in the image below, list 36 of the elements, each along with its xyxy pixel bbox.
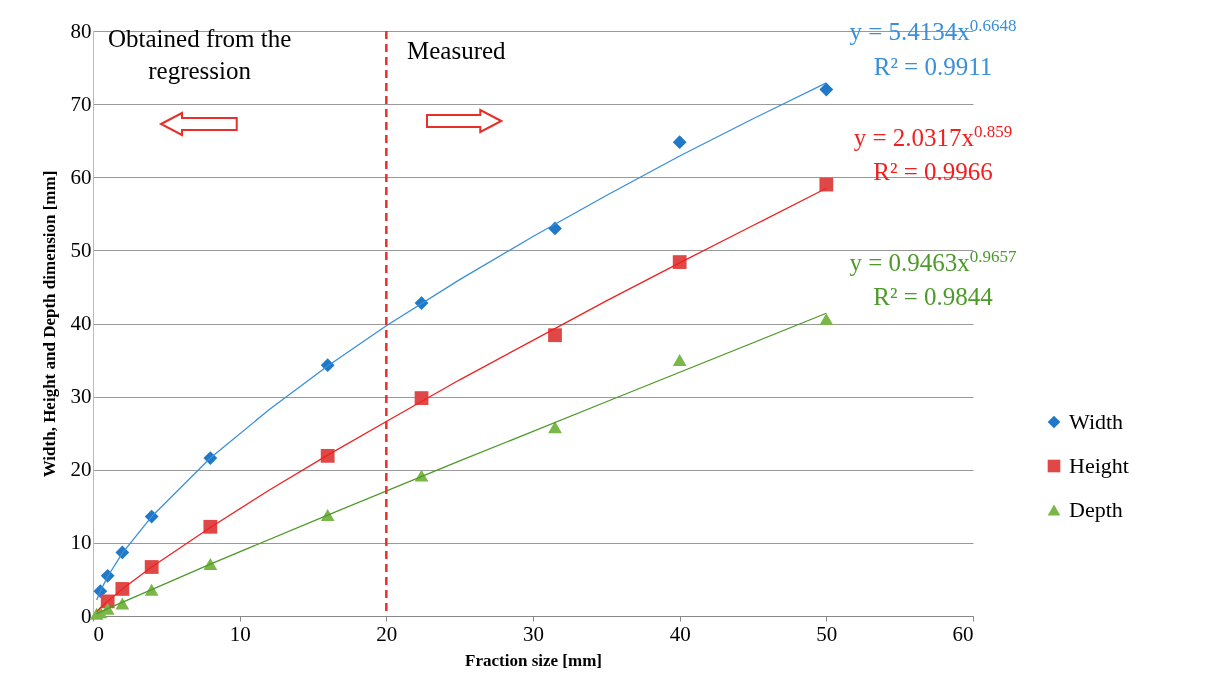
- point: [672, 354, 687, 367]
- x-axis-title: Fraction size [mm]: [465, 650, 602, 670]
- y-tick-label: 60: [70, 164, 92, 189]
- x-tick-label: 30: [523, 621, 544, 646]
- annotation: Measured: [407, 35, 506, 66]
- annotation: Obtained from the regression: [108, 24, 292, 84]
- annotation: R² = 0.9844: [873, 281, 993, 312]
- y-axis-title: Width, Height and Depth dimension [mm]: [39, 170, 59, 478]
- x-tick-label: 10: [229, 621, 251, 646]
- point: [672, 135, 687, 150]
- x-tick-label: 50: [816, 621, 838, 646]
- annotation: R² = 0.9911: [873, 51, 993, 82]
- point: [819, 82, 834, 97]
- y-tick-label: 0: [81, 603, 92, 628]
- point: [548, 328, 562, 343]
- x-tick-label: 60: [952, 621, 974, 646]
- x-tick-label: 20: [376, 621, 398, 646]
- y-tick-label: 80: [70, 18, 92, 43]
- y-tick-label: 40: [70, 311, 92, 335]
- point: [819, 313, 834, 326]
- y-tick-label: 30: [70, 384, 92, 409]
- point: [548, 421, 562, 434]
- x-tick-label: 40: [669, 621, 691, 646]
- point: [115, 597, 130, 610]
- legend-label: Height: [1069, 453, 1129, 478]
- point: [819, 177, 834, 192]
- y-tick-label: 20: [70, 457, 92, 482]
- legend-label: Depth: [1069, 497, 1123, 522]
- annotation: y = 0.9463x$^{0.9657}$: [849, 245, 1017, 278]
- y-tick-label: 50: [70, 237, 92, 262]
- legend-label: Width: [1069, 409, 1124, 434]
- annotation: R² = 0.9966: [873, 156, 993, 187]
- y-tick-label: 70: [70, 91, 92, 116]
- y-tick-label: 10: [70, 530, 92, 555]
- annotation: y = 5.4134x$^{0.6648}$: [849, 15, 1017, 48]
- annotation: y = 2.0317x$^{0.859}$: [853, 120, 1013, 153]
